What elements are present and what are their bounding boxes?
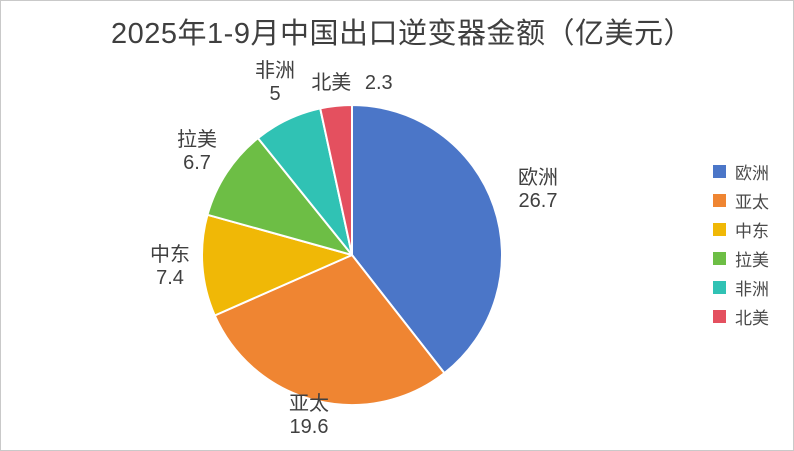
legend-swatch xyxy=(713,194,726,207)
data-label-asia-pacific: 亚太 19.6 xyxy=(289,393,329,439)
data-label-name: 中东 xyxy=(150,244,190,266)
data-label-middle-east: 中东 7.4 xyxy=(150,244,190,290)
legend-label: 北美 xyxy=(735,309,769,328)
chart-title: 2025年1-9月中国出口逆变器金额（亿美元） xyxy=(111,18,693,50)
legend-label: 拉美 xyxy=(735,251,769,270)
data-label-value: 6.7 xyxy=(183,152,211,174)
data-label-name: 北美 xyxy=(311,72,352,94)
legend-label: 欧洲 xyxy=(735,164,769,183)
legend-swatch xyxy=(713,310,726,323)
legend-item-latin-america[interactable]: 拉美 xyxy=(713,248,769,270)
data-label-value: 5 xyxy=(269,83,281,105)
legend-swatch xyxy=(713,252,726,265)
data-label-north-america: 北美 2.3 xyxy=(311,72,392,95)
legend-swatch xyxy=(713,281,726,294)
data-label-value: 26.7 xyxy=(518,190,558,212)
data-label-africa: 非洲 5 xyxy=(255,60,295,106)
pie-slice-latin-america[interactable] xyxy=(206,137,353,256)
pie-slice-middle-east[interactable] xyxy=(201,213,353,317)
data-label-name: 拉美 xyxy=(177,129,217,151)
legend-swatch xyxy=(713,165,726,178)
legend: 欧洲 亚太 中东 拉美 非洲 北美 xyxy=(713,161,769,328)
pie-slice-europe[interactable] xyxy=(351,104,503,375)
legend-label: 亚太 xyxy=(735,193,769,212)
data-label-name: 亚太 xyxy=(289,393,329,415)
data-label-name: 欧洲 xyxy=(518,167,558,189)
data-label-value: 19.6 xyxy=(289,416,329,438)
legend-label: 非洲 xyxy=(735,280,769,299)
data-label-value: 7.4 xyxy=(156,267,184,289)
legend-item-asia-pacific[interactable]: 亚太 xyxy=(713,190,769,212)
pie-slice-asia-pacific[interactable] xyxy=(213,254,446,406)
legend-item-north-america[interactable]: 北美 xyxy=(713,306,769,328)
legend-item-europe[interactable]: 欧洲 xyxy=(713,161,769,183)
legend-item-africa[interactable]: 非洲 xyxy=(713,277,769,299)
legend-swatch xyxy=(713,223,726,236)
pie-slice-north-america[interactable] xyxy=(319,103,353,256)
data-label-name: 非洲 xyxy=(255,60,295,82)
data-label-europe: 欧洲 26.7 xyxy=(518,167,558,213)
data-label-latin-america: 拉美 6.7 xyxy=(177,129,217,175)
legend-label: 中东 xyxy=(735,222,769,241)
legend-item-middle-east[interactable]: 中东 xyxy=(713,219,769,241)
data-label-value: 2.3 xyxy=(364,72,393,94)
